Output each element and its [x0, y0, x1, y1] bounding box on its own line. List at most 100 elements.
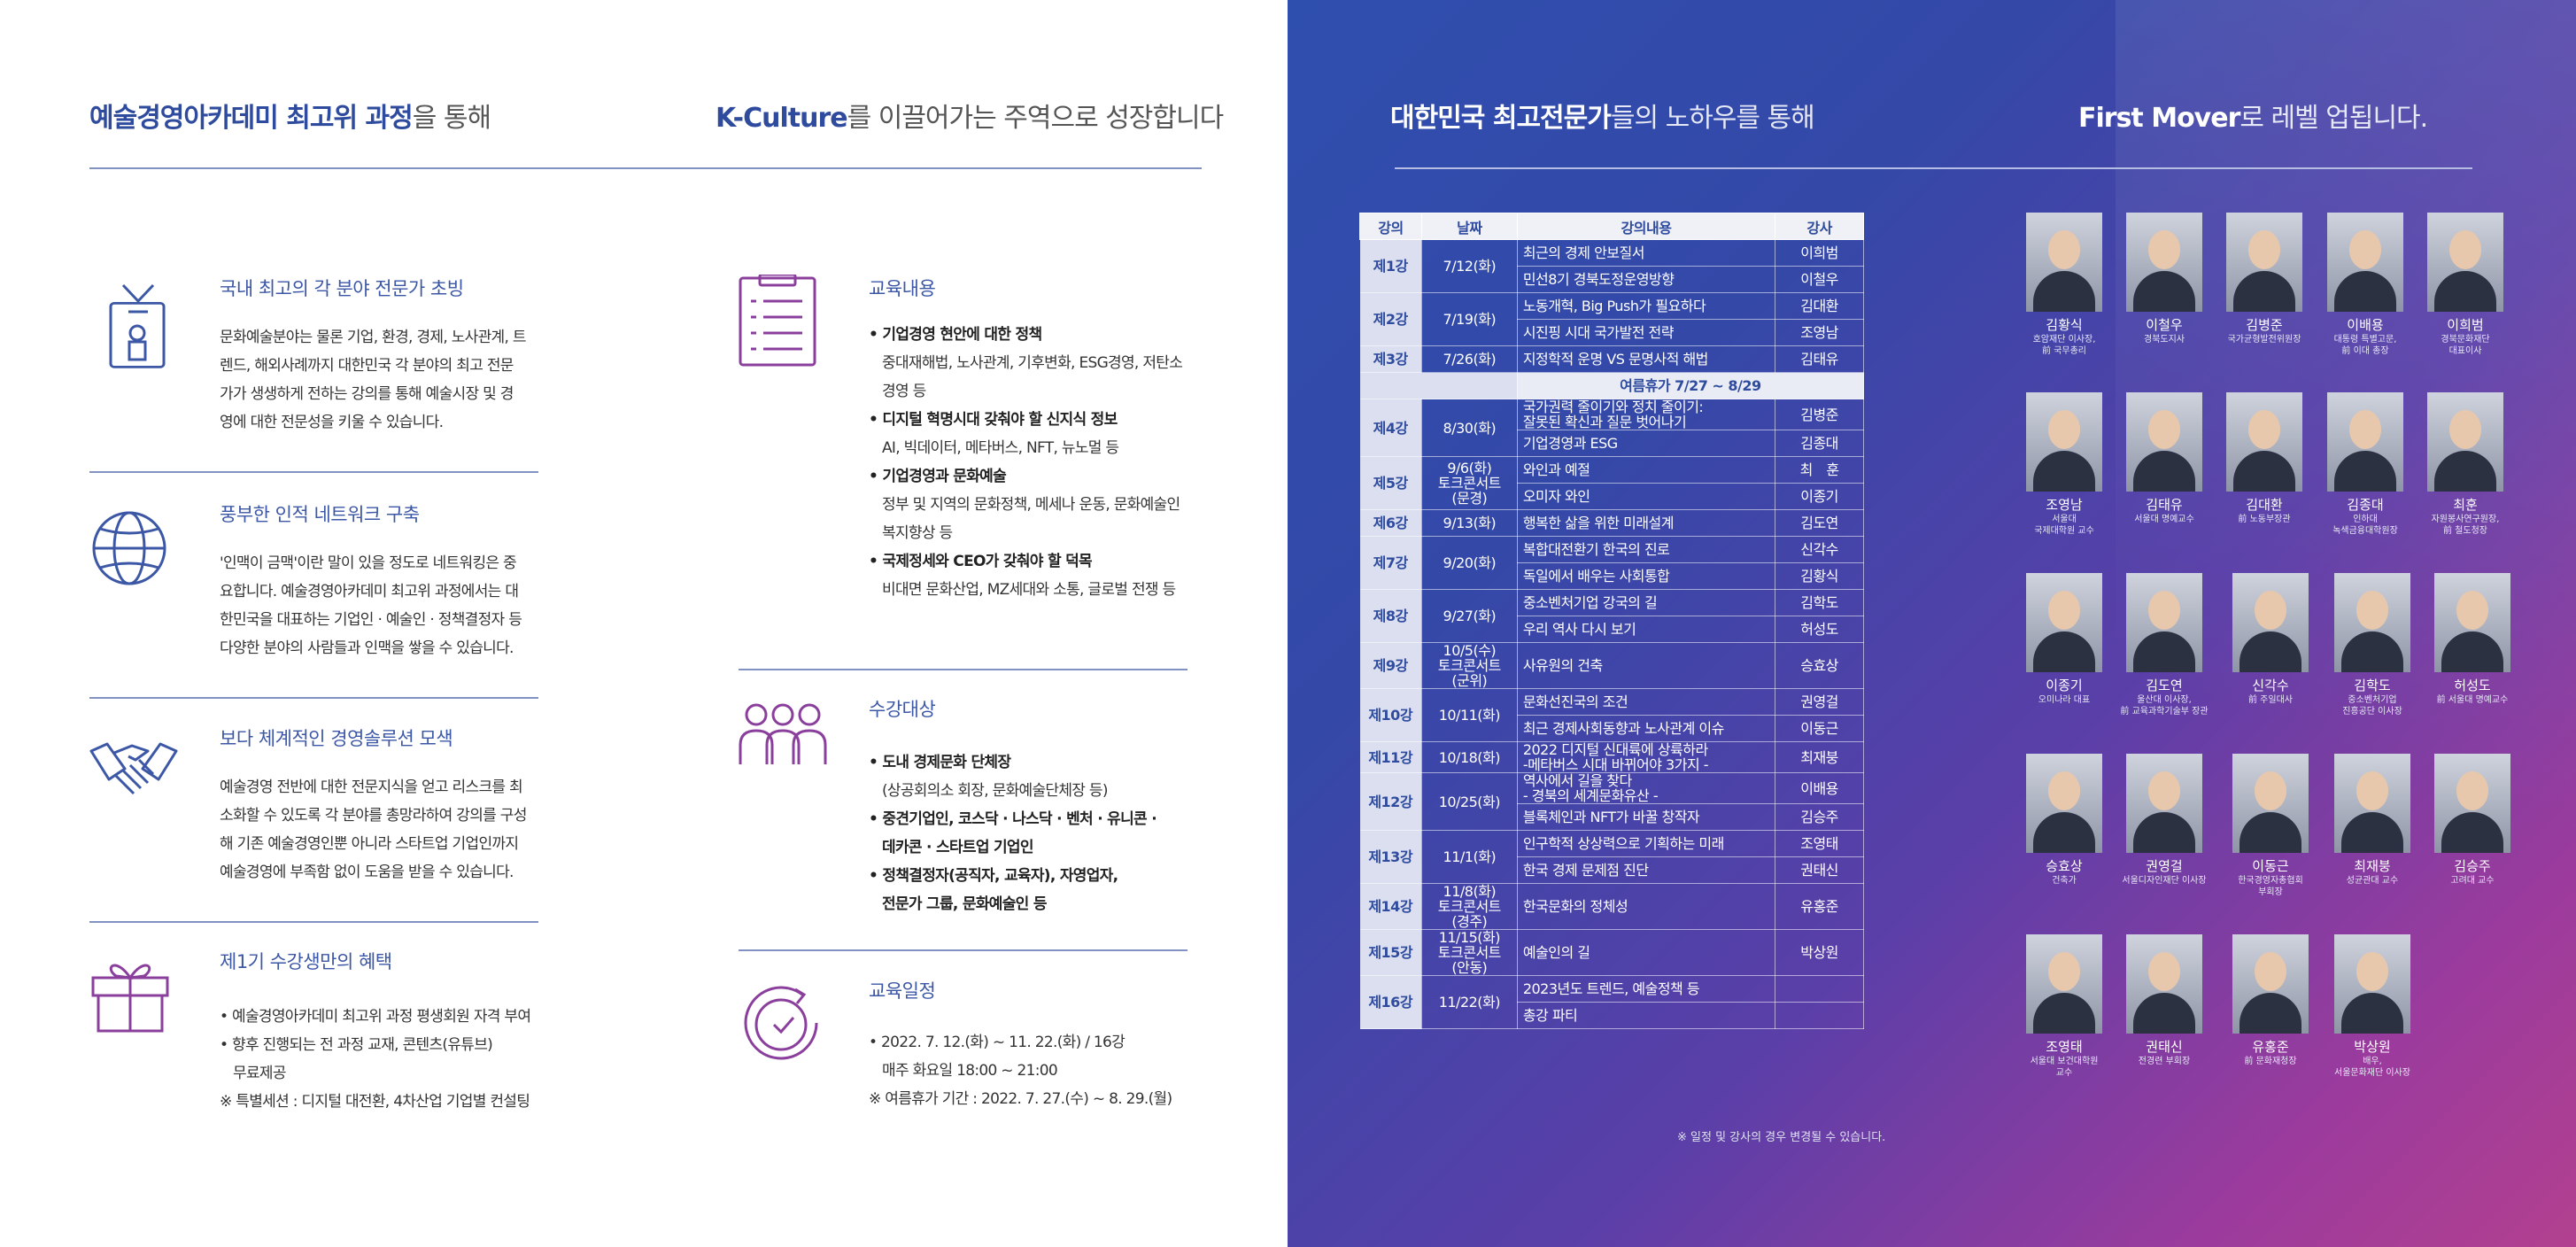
- speaker-name: 이희범: [2447, 317, 2484, 333]
- lecture-date: 11/15(화) 토크콘서트 (안동): [1421, 929, 1518, 976]
- schedule-row: 최근 경제사회동향과 노사관계 이슈 이동근: [1360, 715, 1864, 742]
- speaker-name: 박상원: [2354, 1039, 2391, 1055]
- schedule-row: 제2강 7/19(화) 노동개혁, Big Push가 필요하다 김대환: [1359, 292, 1864, 346]
- speaker-card: 신각수 前 주일대사: [2222, 573, 2319, 706]
- schedule-table: 강의 날짜 강의내용 강사 제1강 7/12(화) 최근의 경제 안보질서 이희범 민선…: [1359, 213, 1865, 1029]
- left-heading-a: 예술경영아카데미 최고위 과정을 통해: [89, 103, 491, 134]
- summer-break-label: 여름휴가 7/27 ~ 8/29: [1517, 372, 1865, 399]
- lecture-speaker: 이철우: [1775, 266, 1864, 293]
- lecture-date: 9/27(화): [1421, 589, 1518, 643]
- clock-icon: [744, 986, 818, 1060]
- schedule-row: 제4강 8/30(화) 국가권력 줄이기와 정치 줄이기: 잘못된 확신과 질문 벗어…: [1359, 399, 1864, 457]
- schedule-row: 제6강 9/13(화) 행복한 삶을 위한 미래설계 김도연: [1359, 509, 1864, 537]
- speaker-name: 조영남: [2046, 497, 2083, 513]
- speaker-card: 조영남 서울대 국제대학원 교수: [2015, 392, 2113, 537]
- speaker-title: 경북문화재단 대표이사: [2441, 335, 2490, 356]
- speaker-title: 한국경영자총협회 부회장: [2238, 876, 2303, 897]
- speaker-photo: [2026, 573, 2102, 672]
- speaker-title: 배우, 서울문화재단 이사장: [2334, 1057, 2410, 1078]
- schedule-row: 제3강 7/26(화) 지정학적 운명 VS 문명사적 해법 김태유: [1359, 345, 1864, 373]
- schedule-row: 독일에서 배우는 사회통합 김황식: [1360, 562, 1864, 590]
- divider: [1395, 167, 2472, 169]
- lecture-speaker: 김승주: [1775, 803, 1864, 831]
- col-header: 강사: [1775, 213, 1864, 240]
- speaker-name: 권영걸: [2146, 858, 2183, 874]
- lecture-speaker: 이종기: [1775, 483, 1864, 510]
- lecture-speaker: 김병준: [1775, 399, 1864, 430]
- lecture-speaker: 김태유: [1775, 345, 1864, 373]
- people-group-icon: [739, 703, 827, 764]
- speaker-photo: [2126, 392, 2202, 492]
- lecture-speaker: 허성도: [1775, 616, 1864, 643]
- speaker-title: 국가균형발전위원장: [2227, 335, 2301, 345]
- speaker-name: 김병준: [2246, 317, 2283, 333]
- schedule-row: 제14강 11/8(화) 토크콘서트 (경주) 한국문화의 정체성 유홍준: [1359, 883, 1864, 930]
- col-header: 강의: [1359, 213, 1422, 240]
- speaker-card: 김대환 前 노동부장관: [2216, 392, 2313, 525]
- lecture-speaker: 승효상: [1775, 642, 1864, 689]
- lecture-date: 7/12(화): [1421, 239, 1518, 293]
- speaker-card: 유홍준 前 문화재청장: [2222, 934, 2319, 1067]
- lecture-topic: 시진핑 시대 국가발전 전략: [1517, 319, 1776, 346]
- feature-title: 제1기 수강생만의 혜택: [220, 951, 392, 972]
- schedule-row: 제16강 11/22(화) 2023년도 트렌드, 예술정책 등: [1359, 975, 1864, 1029]
- speaker-photo: [2232, 573, 2309, 672]
- section-title: 교육내용: [869, 278, 936, 299]
- lecture-topic: 총강 파티: [1517, 1002, 1776, 1029]
- lecture-topic: 2023년도 트렌드, 예술정책 등: [1517, 975, 1776, 1003]
- speaker-photo: [2126, 573, 2202, 672]
- feature-body: 예술경영 전반에 대한 전문지식을 얻고 리스크를 최 소화할 수 있도록 각 …: [220, 778, 527, 881]
- speaker-title: 前 노동부장관: [2238, 515, 2291, 524]
- speaker-name: 이동근: [2252, 858, 2289, 874]
- speaker-photo: [2334, 934, 2410, 1034]
- speaker-name: 김종대: [2347, 497, 2384, 513]
- lecture-topic: 인구학적 상상력으로 기획하는 미래: [1517, 830, 1776, 857]
- speaker-title: 대통령 특별고문, 前 이대 총장: [2333, 335, 2397, 356]
- lecture-date: 11/22(화): [1421, 975, 1518, 1029]
- lecture-number: 제11강: [1359, 741, 1422, 773]
- schedule-note: ※ 일정 및 강사의 경우 변경될 수 있습니다.: [1677, 1131, 1886, 1144]
- speaker-photo: [2232, 934, 2309, 1034]
- speaker-card: 김황식 호암재단 이사장, 前 국무총리: [2015, 213, 2113, 357]
- section-body: • 기업경영 현안에 대한 정책 중대재해법, 노사관계, 기후변화, ESG경…: [869, 326, 1183, 599]
- speaker-name: 승효상: [2046, 858, 2083, 874]
- lecture-date: 10/11(화): [1421, 688, 1518, 742]
- schedule-row: 제15강 11/15(화) 토크콘서트 (안동) 예술인의 길 박상원: [1359, 929, 1864, 976]
- schedule-row: 제9강 10/5(수) 토크콘서트 (군위) 사유원의 건축 승효상: [1359, 642, 1864, 689]
- speaker-photo: [2334, 573, 2410, 672]
- lecture-topic: 독일에서 배우는 사회통합: [1517, 562, 1776, 590]
- right-page: 대한민국 최고전문가들의 노하우를 통해 First Mover로 레벨 업됩니…: [1288, 0, 2576, 1247]
- divider: [89, 921, 538, 923]
- lecture-speaker: 박상원: [1775, 929, 1864, 976]
- schedule-row: 제7강 9/20(화) 복합대전환기 한국의 진로 신각수: [1359, 536, 1864, 590]
- lecture-speaker: 권영걸: [1775, 688, 1864, 716]
- speaker-name: 최훈: [2453, 497, 2478, 513]
- speaker-photo: [2334, 754, 2410, 853]
- speaker-photo: [2226, 392, 2302, 492]
- speaker-title: 전경련 부회장: [2138, 1057, 2191, 1066]
- speaker-name: 유홍준: [2252, 1039, 2289, 1055]
- speaker-name: 김승주: [2454, 858, 2491, 874]
- speaker-title: 성균관대 교수: [2346, 876, 2399, 886]
- speaker-photo: [2126, 213, 2202, 312]
- lecture-topic: 한국 경제 문제점 진단: [1517, 856, 1776, 884]
- section-title: 교육일정: [869, 980, 936, 1002]
- speaker-card: 허성도 前 서울대 명예교수: [2424, 573, 2521, 706]
- schedule-row: 제1강 7/12(화) 최근의 경제 안보질서 이희범: [1359, 239, 1864, 293]
- speaker-card: 김학도 중소벤처기업 진흥공단 이사장: [2324, 573, 2421, 717]
- lecture-speaker: 신각수: [1775, 536, 1864, 563]
- lecture-number: 제16강: [1359, 975, 1422, 1029]
- lecture-topic: 2022 디지털 신대륙에 상륙하라 -메타버스 시대 바뀌어야 3가지 -: [1517, 741, 1776, 773]
- lecture-date: 9/20(화): [1421, 536, 1518, 590]
- right-heading-a: 대한민국 최고전문가들의 노하우를 통해: [1390, 103, 1815, 134]
- lecture-number: 제8강: [1359, 589, 1422, 643]
- lecture-speaker: 김도연: [1775, 509, 1864, 537]
- speaker-card: 권영걸 서울디자인재단 이사장: [2116, 754, 2213, 887]
- speaker-title: 호암재단 이사장, 前 국무총리: [2032, 335, 2096, 356]
- lecture-topic: 사유원의 건축: [1517, 642, 1776, 689]
- divider: [739, 949, 1187, 951]
- speaker-card: 김승주 고려대 교수: [2424, 754, 2521, 887]
- lecture-speaker: 김종대: [1775, 430, 1864, 457]
